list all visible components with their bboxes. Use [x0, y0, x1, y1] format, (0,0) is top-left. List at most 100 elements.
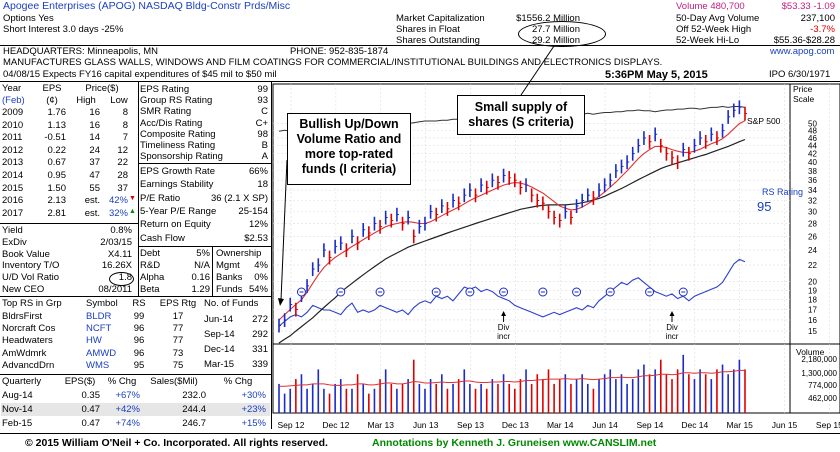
div-label-1: Div [498, 323, 510, 332]
price-scale-title: Price Scale [793, 84, 815, 104]
mgmt-label: Mgmt [216, 260, 240, 271]
copyright: © 2015 William O'Neil + Co. Incorporated… [25, 437, 328, 449]
time-tick-label: Jun 13 [413, 420, 439, 430]
time-tick-label: Mar 15 [726, 420, 753, 430]
quarterly-cell: Feb-15 [2, 418, 33, 429]
price-tick-label: 34 [808, 186, 817, 195]
annotation-credit: Annotations by Kenneth J. Gruneisen www.… [372, 437, 657, 449]
alpha-label: Alpha [140, 272, 165, 283]
metric-label: Earnings Stability [140, 179, 214, 191]
price-tick-label: 42 [808, 150, 817, 159]
eps-row-low: 22 [117, 157, 128, 169]
quarterly-row-highlight [1, 403, 270, 416]
misc-value: X4.11 [107, 248, 132, 260]
ud-vol-callout: Bullish Up/Down Volume Ratio and more to… [287, 113, 411, 185]
rs-rating-label: RS Rating [762, 187, 803, 197]
quarterly-cell: Aug-14 [2, 390, 33, 401]
quarterly-header: Sales($Mil) [150, 376, 198, 387]
ud-callout-arrowhead [278, 298, 284, 306]
eps-row-low: 8 [122, 119, 128, 131]
metric-value: 18 [257, 179, 268, 191]
volume-title: Volume [796, 347, 825, 357]
earnings-marker-icon [296, 287, 306, 297]
quarterly-cell: Nov-14 [2, 404, 33, 415]
price-tick-label: 48 [808, 127, 817, 136]
rs-row-eps: 17 [172, 311, 184, 322]
eps-row-high: 37 [89, 157, 100, 169]
funds-row-date: Dec-14 [204, 344, 235, 355]
earnings-marker-icon [645, 287, 655, 297]
price-tick-label: 30 [808, 208, 817, 217]
phone: PHONE: 952-835-1874 [290, 46, 389, 57]
rs-header-eps: EPS Rtg [159, 298, 197, 309]
funds-label: Funds [216, 284, 243, 295]
quarterly-cell: 0.35 [81, 390, 101, 401]
rs-row-rs: 95 [133, 359, 145, 371]
rs-row-rs: 96 [133, 335, 145, 347]
quarterly-header: EPS($) [64, 376, 96, 387]
price-tick-label: 15 [808, 327, 817, 336]
funds-row-date: Jun-14 [204, 314, 234, 325]
headquarters: HEADQUARTERS: Minneapolis, MN [3, 46, 159, 57]
eps-row-eps: 2.13 [47, 195, 67, 207]
rating-value: 99 [257, 84, 268, 95]
eps-header-price: Price($) [85, 83, 119, 94]
eps-subheader-high: High [76, 95, 96, 106]
price-tick-label: 46 [808, 134, 817, 143]
misc-label: Yield [2, 225, 23, 236]
ownership-label: Ownership [216, 248, 262, 259]
eps-row-year: 2015 [2, 182, 24, 194]
rating-label: Group RS Rating [140, 95, 213, 107]
volume-tick-label: 1,300,000 [801, 369, 837, 378]
earnings-marker-icon [499, 287, 509, 297]
rs-header-rs: RS [132, 298, 146, 309]
float-highlight-oval [518, 21, 606, 47]
div-label-2: Div [666, 323, 678, 332]
misc-label: ExDiv [2, 236, 27, 248]
volume-tick-label: 2,180,000 [801, 355, 837, 364]
funds-row-date: Mar-15 [204, 359, 235, 370]
rs-row-symbol: WMS [86, 359, 110, 371]
beta-value: 1.29 [191, 284, 211, 295]
time-tick-label: Sep 13 [457, 420, 484, 430]
eps-header-eps: EPS [42, 83, 62, 94]
eps-subheader-feb: (Feb) [2, 95, 25, 106]
metric-label: P/E Ratio [140, 192, 181, 204]
rs-row-rs: 99 [133, 311, 145, 322]
quarterly-cell: +74% [115, 418, 140, 429]
div-label-1-b: incr [497, 332, 510, 341]
eps-row-high: 16 [89, 107, 100, 118]
metric-value: 36 (2.1 X SP) [210, 192, 268, 204]
quarterly-cell: 244.4 [182, 404, 206, 415]
eps-row-high: 14 [89, 132, 100, 144]
price-tick-label: 40 [808, 158, 817, 167]
website-link[interactable]: www.apog.com [770, 46, 835, 57]
up-arrow-icon: ▲ [129, 207, 136, 215]
eps-row-low: 8 [122, 107, 128, 118]
funds-row-count: 339 [252, 359, 268, 370]
quarterly-cell: +42% [115, 404, 140, 415]
div-label-2-b: incr [666, 332, 679, 341]
misc-label: U/D Vol Ratio [2, 272, 60, 284]
eps-row-low: 37 [117, 182, 128, 194]
price-tick-label: 28 [808, 220, 817, 229]
rs-row-name: BldrsFirst [2, 311, 43, 322]
eps-row-low: 12 [117, 144, 128, 156]
rs-row-rs: 96 [133, 323, 145, 335]
eps-row-eps: -0.51 [44, 132, 66, 144]
quarterly-cell: 0.47 [81, 418, 101, 429]
debt-value: 5% [196, 248, 210, 259]
time-tick-label: Sep 14 [636, 420, 663, 430]
time-tick-label: Mar 13 [368, 420, 395, 430]
rating-label: EPS Rating [140, 84, 190, 95]
time-tick-label: Jun 14 [592, 420, 618, 430]
rs-row-rs: 96 [133, 347, 145, 359]
time-tick-label: Mar 14 [547, 420, 574, 430]
rs-line [278, 258, 746, 327]
misc-value: 08/2011 [98, 284, 132, 295]
eps-row-high: est. [84, 195, 100, 207]
metric-value: $2.53 [244, 232, 268, 244]
quarterly-cell: 232.0 [182, 390, 206, 401]
quarterly-cell: 0.47 [81, 404, 101, 415]
rs-header-name: Top RS in Grp [2, 298, 62, 309]
